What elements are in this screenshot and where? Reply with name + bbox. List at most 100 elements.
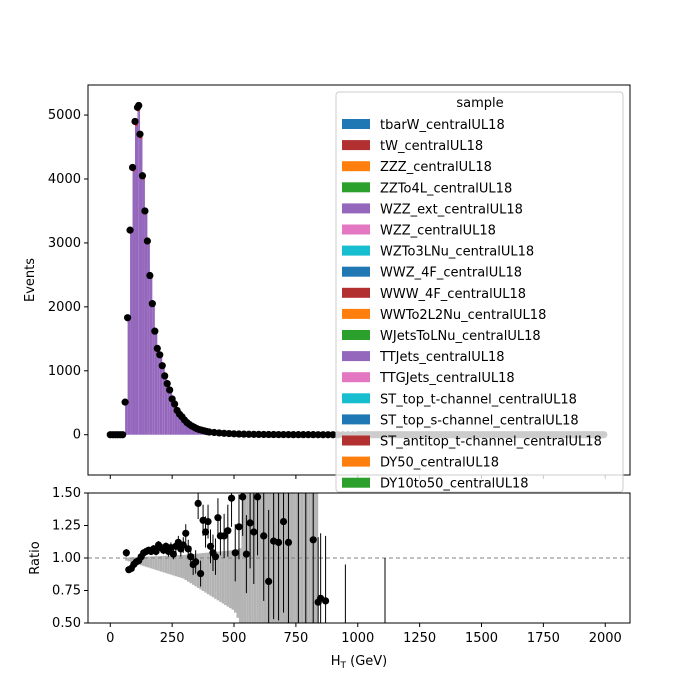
legend-label: ST_top_s-channel_centralUL18 (380, 413, 579, 428)
data-point (299, 431, 307, 439)
x-tick-label: 1500 (465, 631, 498, 646)
legend-swatch (342, 456, 370, 467)
ratio-point (197, 570, 205, 578)
legend-label: WJetsToLNu_centralUL18 (380, 329, 541, 344)
legend-label: tbarW_centralUL18 (380, 118, 505, 133)
ratio-point (152, 547, 160, 556)
band-segment (226, 550, 230, 607)
stack-bar (189, 424, 192, 435)
band-segment (246, 493, 249, 623)
data-point (163, 379, 171, 388)
band-segment (189, 554, 192, 584)
ratio-point (265, 577, 273, 586)
band-segment (167, 555, 170, 574)
ratio-point (220, 532, 228, 540)
stack-bar (174, 404, 178, 435)
y-tick-label: 1.25 (52, 519, 81, 534)
data-point (166, 386, 174, 394)
legend-swatch (342, 330, 370, 340)
band-segment (209, 552, 212, 596)
band-segment (211, 552, 215, 598)
stack-bar (132, 171, 136, 435)
ratio-point (250, 528, 258, 536)
legend-label: ST_antitop_t-channel_centralUL18 (380, 435, 602, 450)
x-tick-label: 750 (283, 631, 308, 646)
legend-swatch (342, 245, 370, 256)
data-point (158, 362, 166, 370)
band-segment (266, 493, 269, 623)
ratio-panel: 0.50 0.75 1.00 1.25 1.50 0 250 500 750 1000 1250 1… (28, 486, 631, 671)
stack-bar (184, 420, 187, 435)
ratio-x-axis-label: HT (GeV) (331, 654, 388, 671)
x-tick-label: 1750 (527, 631, 560, 646)
ratio-point (239, 493, 247, 501)
x-tick-label: 0 (106, 631, 114, 646)
legend-swatch (342, 351, 370, 362)
stack-bar (127, 319, 131, 435)
legend-swatch (342, 477, 370, 488)
data-point (314, 431, 322, 439)
data-point (319, 431, 327, 439)
ratio-point (201, 528, 210, 536)
ratio-point (179, 541, 187, 549)
stack-bar (167, 384, 170, 435)
ratio-y-axis-label: Ratio (28, 541, 43, 574)
stack-bar (152, 305, 155, 435)
legend-swatch (342, 308, 370, 319)
stack-bar (139, 138, 143, 435)
ratio-points (122, 493, 330, 606)
y-tick-label: 0.75 (52, 584, 81, 599)
band-segment (204, 552, 207, 593)
y-tick-label: 4000 (48, 172, 81, 187)
band-segment (221, 551, 225, 604)
stack-bar-top (137, 110, 139, 113)
band-segment (224, 550, 227, 606)
stack-bar (130, 233, 133, 435)
band-segment (182, 554, 185, 579)
stack-bar (154, 332, 158, 435)
stack-bar (182, 417, 185, 435)
legend-label: TTGJets_centralUL18 (379, 371, 515, 386)
stack-bar (125, 402, 128, 435)
legend-swatch (342, 119, 370, 129)
band-segment (308, 493, 311, 623)
data-point (274, 430, 283, 439)
stack-bar-top (139, 136, 143, 139)
ratio-point (184, 545, 192, 553)
ratio-point (211, 553, 220, 561)
band-segment (253, 493, 257, 623)
data-point (135, 101, 143, 110)
y-tick-label: 2000 (48, 300, 81, 315)
ratio-point (214, 514, 222, 522)
ratio-point (235, 523, 243, 531)
ratio-point (122, 549, 130, 557)
x-tick-label: 2000 (589, 631, 622, 646)
y-tick-label: 0 (73, 428, 81, 443)
band-segment (273, 493, 277, 623)
band-segment (295, 493, 299, 623)
legend-swatch (342, 287, 370, 298)
band-segment (174, 555, 178, 577)
band-segment (172, 555, 175, 576)
band-segment (216, 551, 220, 601)
data-point (146, 271, 154, 280)
band-segment (157, 556, 160, 571)
legend-entries: tbarW_centralUL18 tW_centralUL18 ZZZ_centr… (342, 118, 602, 492)
band-segment (238, 548, 242, 623)
legend-label: ZZTo4L_centralUL18 (380, 181, 512, 196)
legend-title: sample (456, 96, 503, 111)
band-segment (261, 493, 264, 623)
ratio-point (187, 553, 195, 561)
y-tick-label: 5000 (48, 108, 81, 123)
stack-bar (186, 422, 190, 435)
band-segment (206, 552, 210, 595)
x-tick-label: 500 (222, 631, 247, 646)
x-tick-label: 250 (160, 631, 185, 646)
y-tick-label: 1000 (48, 364, 81, 379)
stack-bars (125, 108, 319, 435)
band-segment (303, 493, 306, 623)
band-segment (152, 556, 155, 570)
legend-swatch (342, 224, 370, 235)
ratio-point (224, 527, 232, 535)
legend-swatch (342, 182, 370, 193)
